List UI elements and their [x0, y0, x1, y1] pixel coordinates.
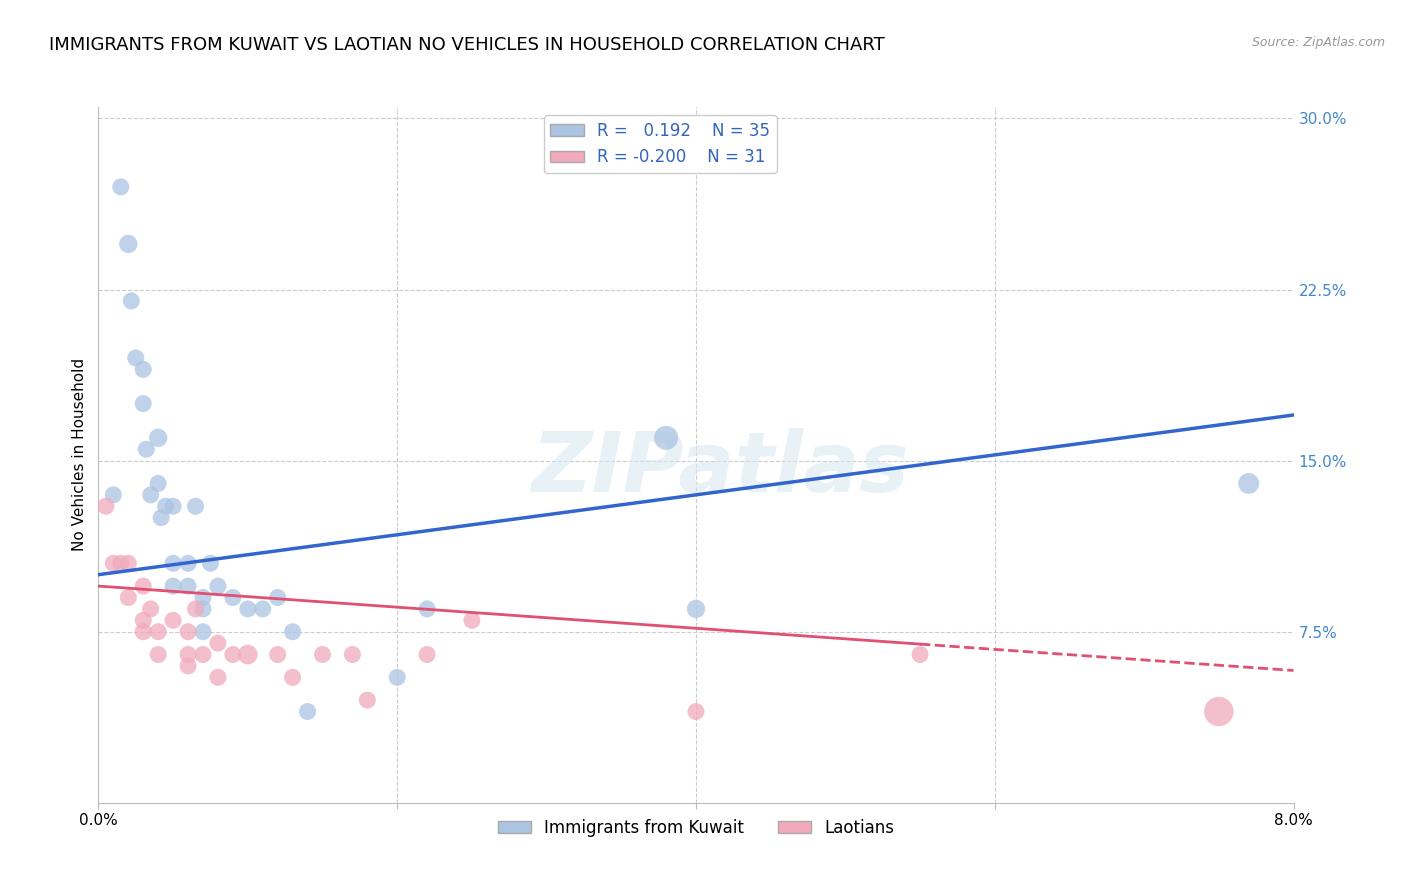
Point: [125, 351, 148, 365]
Point: [685, 602, 707, 616]
Point: [207, 636, 229, 650]
Point: [267, 648, 290, 662]
Point: [177, 624, 200, 639]
Point: [222, 648, 245, 662]
Point: [132, 362, 155, 376]
Point: [1237, 476, 1260, 491]
Point: [281, 670, 304, 684]
Point: [342, 648, 364, 662]
Point: [311, 648, 333, 662]
Point: [132, 624, 155, 639]
Point: [177, 579, 200, 593]
Legend: Immigrants from Kuwait, Laotians: Immigrants from Kuwait, Laotians: [491, 812, 901, 843]
Point: [281, 624, 304, 639]
Point: [191, 591, 214, 605]
Point: [416, 602, 439, 616]
Point: [1208, 705, 1230, 719]
Point: [117, 236, 139, 251]
Point: [222, 591, 245, 605]
Point: [685, 705, 707, 719]
Point: [200, 556, 222, 570]
Point: [162, 556, 184, 570]
Point: [132, 613, 155, 627]
Point: [139, 602, 162, 616]
Point: [191, 624, 214, 639]
Point: [148, 431, 170, 445]
Point: [177, 556, 200, 570]
Point: [150, 510, 173, 524]
Point: [236, 602, 259, 616]
Text: IMMIGRANTS FROM KUWAIT VS LAOTIAN NO VEHICLES IN HOUSEHOLD CORRELATION CHART: IMMIGRANTS FROM KUWAIT VS LAOTIAN NO VEH…: [49, 36, 884, 54]
Point: [461, 613, 484, 627]
Point: [148, 648, 170, 662]
Point: [132, 579, 155, 593]
Text: Source: ZipAtlas.com: Source: ZipAtlas.com: [1251, 36, 1385, 49]
Point: [120, 293, 142, 308]
Point: [139, 488, 162, 502]
Point: [155, 500, 177, 514]
Point: [132, 396, 155, 410]
Point: [117, 591, 139, 605]
Point: [184, 500, 207, 514]
Point: [236, 648, 259, 662]
Point: [385, 670, 409, 684]
Point: [356, 693, 378, 707]
Point: [162, 613, 184, 627]
Point: [135, 442, 157, 457]
Point: [191, 602, 214, 616]
Y-axis label: No Vehicles in Household: No Vehicles in Household: [72, 359, 87, 551]
Point: [252, 602, 274, 616]
Point: [103, 488, 125, 502]
Point: [207, 579, 229, 593]
Point: [416, 648, 439, 662]
Point: [162, 579, 184, 593]
Point: [110, 180, 132, 194]
Point: [297, 705, 319, 719]
Point: [110, 556, 132, 570]
Point: [148, 476, 170, 491]
Point: [184, 602, 207, 616]
Point: [267, 591, 290, 605]
Point: [103, 556, 125, 570]
Point: [94, 500, 117, 514]
Text: ZIPatlas: ZIPatlas: [531, 428, 908, 509]
Point: [908, 648, 931, 662]
Point: [177, 648, 200, 662]
Point: [207, 670, 229, 684]
Point: [162, 500, 184, 514]
Point: [655, 431, 678, 445]
Point: [148, 624, 170, 639]
Point: [191, 648, 214, 662]
Point: [177, 659, 200, 673]
Point: [117, 556, 139, 570]
